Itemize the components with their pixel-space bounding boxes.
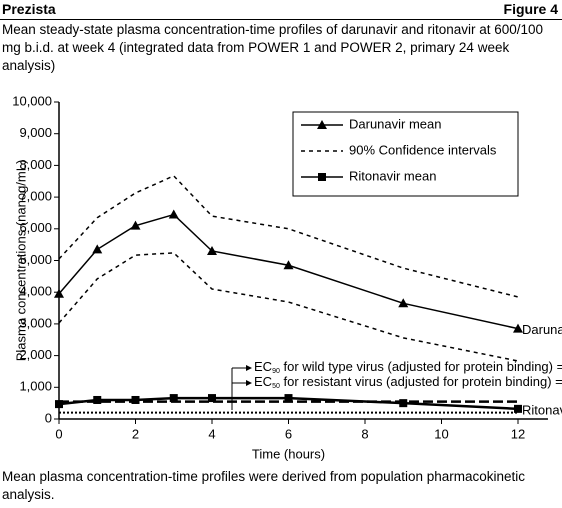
- square-marker: [514, 404, 522, 413]
- series-end-label: Ritonavir: [522, 402, 562, 417]
- y-tick-label: 9,000: [19, 125, 52, 140]
- square-marker: [318, 173, 326, 181]
- header-left: Prezista: [2, 1, 56, 17]
- reference-annotation: EC50 for resistant virus (adjusted for p…: [254, 374, 562, 389]
- triangle-marker: [130, 220, 141, 230]
- y-tick-label: 2,000: [19, 347, 52, 362]
- square-marker: [131, 395, 140, 404]
- chart-note: Mean plasma concentration-time profiles …: [2, 469, 526, 502]
- triangle-marker: [207, 245, 217, 255]
- y-tick-label: 1,000: [19, 379, 52, 394]
- x-tick-label: 0: [55, 426, 62, 441]
- header-right: Figure 4: [503, 1, 558, 17]
- triangle-marker: [513, 323, 523, 333]
- y-tick-label: 5,000: [19, 252, 52, 267]
- legend-box: [292, 111, 519, 197]
- x-axis-label: Time (hours): [252, 446, 325, 461]
- y-tick-label: 7,000: [19, 189, 52, 204]
- triangle-marker: [317, 120, 327, 129]
- triangle-marker: [283, 260, 294, 270]
- x-tick-label: 4: [208, 426, 215, 441]
- annotation-arrowhead: [246, 365, 252, 371]
- triangle-marker: [398, 298, 409, 308]
- y-tick-label: 0: [45, 410, 52, 425]
- x-tick-label: 10: [434, 426, 448, 441]
- legend-label: Darunavir mean: [349, 116, 442, 131]
- ci-line: [58, 252, 519, 362]
- annotation-prefix: EC: [254, 374, 272, 389]
- chart-title: Mean steady-state plasma concentration-t…: [2, 22, 544, 73]
- y-tick-label: 10,000: [12, 93, 52, 108]
- y-tick-label: 4,000: [19, 284, 52, 299]
- x-tick-label: 8: [361, 426, 368, 441]
- series-line: [58, 213, 519, 330]
- header-rule: [0, 19, 562, 20]
- triangle-marker: [92, 244, 103, 254]
- square-marker: [208, 394, 216, 403]
- y-tick-label: 8,000: [19, 157, 52, 172]
- series-line: [58, 396, 519, 411]
- legend-label: 90% Confidence intervals: [349, 142, 497, 157]
- series-end-label: Darunavir: [522, 322, 562, 337]
- square-marker: [399, 399, 408, 408]
- triangle-marker: [168, 209, 179, 219]
- y-tick-label: 3,000: [19, 315, 52, 330]
- square-marker: [284, 394, 293, 403]
- annotation-arrowhead: [246, 380, 252, 386]
- x-tick-label: 2: [132, 426, 139, 441]
- x-tick-label: 6: [285, 426, 292, 441]
- reference-annotation: EC90 for wild type virus (adjusted for p…: [254, 359, 562, 374]
- square-marker: [169, 394, 178, 403]
- annotation-text: for wild type virus (adjusted for protei…: [280, 359, 562, 374]
- annotation-prefix: EC: [254, 359, 272, 374]
- annotation-sub: 90: [272, 368, 280, 375]
- chart: 0 1,000 2,000 3,000 4,000 5,000 6,000 7,000 8,00…: [12, 93, 562, 461]
- annotation-sub: 50: [272, 383, 280, 390]
- legend-label: Ritonavir mean: [349, 168, 436, 183]
- x-tick-label: 12: [511, 426, 525, 441]
- ci-line: [58, 174, 519, 298]
- y-tick-label: 6,000: [19, 220, 52, 235]
- y-axis-label: Plasma concentrations (nanog/mL): [13, 160, 28, 362]
- triangle-marker: [54, 288, 64, 298]
- square-marker: [55, 400, 63, 409]
- annotation-text: for resistant virus (adjusted for protei…: [280, 374, 562, 389]
- square-marker: [93, 395, 102, 404]
